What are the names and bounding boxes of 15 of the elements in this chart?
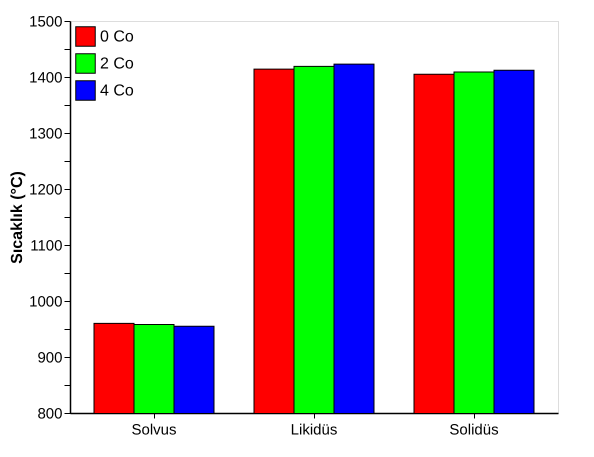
y-tick-label: 1500 [29, 14, 62, 30]
y-tick-label: 1300 [29, 126, 62, 142]
y-tick-label: 900 [37, 350, 62, 366]
legend-label: 4 Co [100, 82, 134, 100]
y-axis-title: Sıcaklık (°C) [9, 171, 26, 264]
y-tick-label: 800 [37, 406, 62, 422]
y-tick-label: 1100 [30, 238, 62, 254]
y-tick-label: 1400 [29, 70, 62, 86]
x-tick-label: Solidüs [449, 422, 499, 438]
legend-label: 0 Co [100, 28, 134, 46]
legend-label: 2 Co [100, 56, 134, 72]
x-tick-label: Solvus [131, 422, 177, 438]
y-tick-label: 1000 [29, 294, 62, 310]
y-tick-label: 1200 [29, 182, 62, 198]
x-tick-label: Likidüs [290, 422, 338, 438]
